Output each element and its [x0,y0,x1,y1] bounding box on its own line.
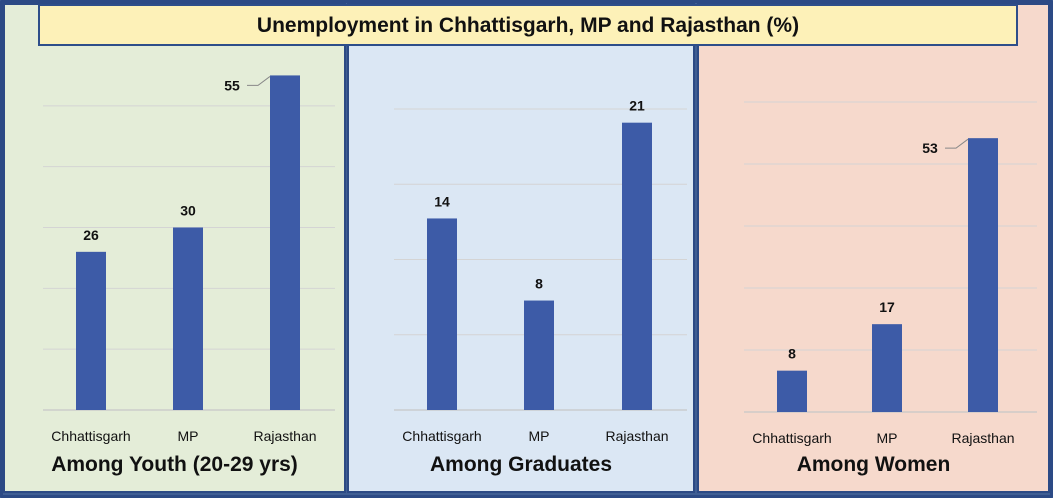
bar-mp [173,227,203,410]
bar-rajasthan [622,122,652,410]
value-label-chhattisgarh: 8 [788,346,796,362]
value-label-mp: 17 [879,299,895,315]
bar-chhattisgarh [777,370,807,412]
category-label-chhattisgarh: Chhattisgarh [51,428,130,444]
label-leader-line [247,76,271,86]
women-bar-chart: 8 Chhattisgarh 17 MP 53 Rajasthan [744,101,1037,446]
value-label-rajasthan: 21 [629,98,645,114]
bar-chhattisgarh [427,218,457,410]
category-label-rajasthan: Rajasthan [951,430,1014,446]
value-label-mp: 30 [180,203,196,219]
youth-chart-title: Among Youth (20-29 yrs) [51,453,298,476]
main-title: Unemployment in Chhattisgarh, MP and Raj… [38,4,1018,46]
women-chart-title: Among Women [796,453,951,476]
category-label-mp: MP [529,428,550,444]
label-leader-line [945,138,969,149]
category-label-rajasthan: Rajasthan [253,428,316,444]
bar-rajasthan [968,138,998,412]
category-label-chhattisgarh: Chhattisgarh [402,428,481,444]
category-label-rajasthan: Rajasthan [605,428,668,444]
graduates-bar-chart: 14 Chhattisgarh 8 MP 21 Rajasthan [394,98,687,444]
category-label-chhattisgarh: Chhattisgarh [752,430,831,446]
youth-bar-chart: 26 Chhattisgarh 30 MP 55 Rajasthan [43,44,335,444]
value-label-rajasthan: 53 [922,140,938,156]
bar-mp [524,300,554,410]
bar-chhattisgarh [76,251,106,410]
category-label-mp: MP [178,428,199,444]
category-label-mp: MP [877,430,898,446]
value-label-mp: 8 [535,276,543,292]
bar-rajasthan [270,75,300,411]
value-label-chhattisgarh: 14 [434,193,450,209]
graduates-chart-title: Among Graduates [429,453,613,476]
bar-mp [872,324,902,412]
value-label-chhattisgarh: 26 [83,227,99,243]
panel-among-graduates: 14 Chhattisgarh 8 MP 21 Rajasthan Among Gradu… [347,3,695,493]
panel-among-youth: 26 Chhattisgarh 30 MP 55 Rajasthan Among Yout… [3,3,346,493]
panel-among-women: 8 Chhattisgarh 17 MP 53 Rajasthan Among Women [697,3,1050,493]
value-label-rajasthan: 55 [224,77,240,93]
